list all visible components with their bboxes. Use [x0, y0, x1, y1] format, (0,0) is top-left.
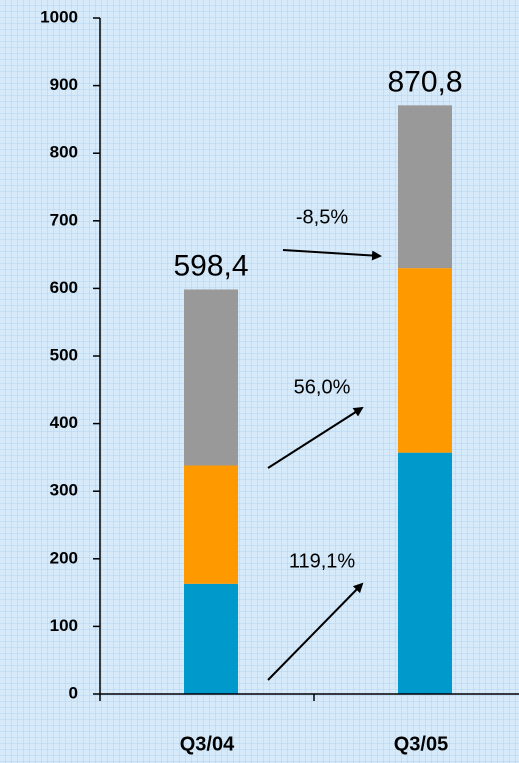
y-tick-label: 700 — [50, 210, 78, 229]
bar-segment — [398, 452, 452, 694]
y-tick-label: 100 — [50, 616, 78, 635]
y-tick-label: 800 — [50, 143, 78, 162]
x-tick-label: Q3/05 — [394, 733, 448, 755]
annotation: 119,1% — [289, 550, 356, 572]
arrow — [267, 582, 364, 681]
total-label: 870,8 — [387, 65, 462, 98]
y-tick-label: 0 — [69, 683, 78, 702]
bar-segment — [398, 105, 452, 269]
annotation: 56,0% — [294, 376, 351, 398]
arrow — [267, 406, 364, 469]
arrow — [282, 249, 382, 261]
y-tick-label: 200 — [50, 548, 78, 567]
y-tick-label: 900 — [50, 75, 78, 94]
bar-segment — [184, 465, 238, 584]
x-tick-label: Q3/04 — [180, 733, 235, 755]
total-label: 598,4 — [173, 249, 248, 282]
y-tick-label: 400 — [50, 413, 78, 432]
y-tick-label: 300 — [50, 481, 78, 500]
y-tick-label: 500 — [50, 345, 78, 364]
y-tick-label: 600 — [50, 278, 78, 297]
y-tick-label: 1000 — [40, 7, 78, 26]
annotation: -8,5% — [296, 206, 348, 228]
bar-segment — [398, 268, 452, 453]
bar-segment — [184, 583, 238, 694]
plot: 598,4 Q3/04 870,8 Q3/05 0 100 200 300 400 500 600 7… — [40, 7, 519, 755]
bar-segment — [184, 289, 238, 466]
